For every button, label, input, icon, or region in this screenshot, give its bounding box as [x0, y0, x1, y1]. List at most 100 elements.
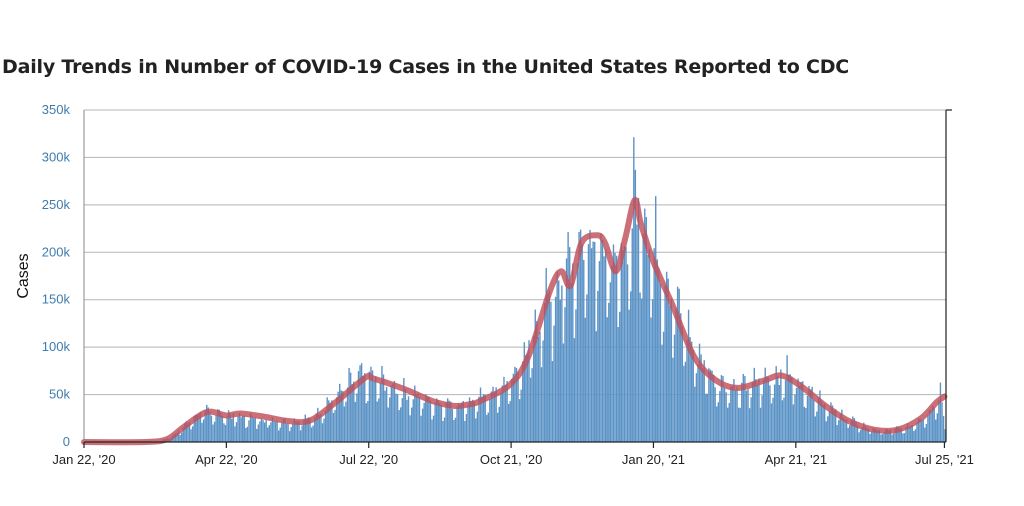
daily-cases-bar: [304, 414, 306, 442]
daily-cases-bar: [306, 418, 308, 442]
daily-cases-bar: [573, 338, 576, 442]
daily-cases-bar: [517, 371, 519, 442]
daily-cases-bar: [428, 396, 430, 442]
daily-cases-bar: [529, 377, 532, 442]
daily-cases-bar: [856, 425, 859, 442]
daily-cases-bar: [442, 420, 444, 442]
daily-cases-bar: [321, 423, 324, 442]
daily-cases-bar: [331, 400, 333, 442]
daily-cases-bar: [575, 309, 577, 442]
daily-cases-bar: [512, 373, 515, 442]
daily-cases-bar: [698, 343, 701, 442]
daily-cases-bar: [395, 393, 397, 442]
daily-cases-bar: [373, 381, 375, 442]
daily-cases-bar: [795, 387, 798, 442]
daily-cases-bar: [227, 410, 230, 442]
moving-average-line: [81, 197, 948, 446]
daily-cases-bar: [515, 367, 518, 442]
daily-cases-bar: [831, 405, 834, 442]
x-tick-label: Apr 22, '20: [195, 452, 257, 467]
daily-cases-bar: [931, 406, 934, 442]
daily-cases-bar: [329, 403, 332, 442]
daily-cases-bar: [711, 370, 713, 442]
daily-cases-bar: [180, 432, 183, 442]
daily-cases-bar: [866, 427, 868, 442]
daily-cases-bar: [187, 423, 189, 442]
daily-cases-bar: [420, 415, 422, 442]
daily-cases-bar: [238, 412, 241, 442]
daily-cases-bar: [620, 243, 623, 442]
daily-cases-bar: [895, 426, 898, 442]
daily-cases-bar: [218, 409, 220, 442]
daily-cases-bar: [792, 404, 795, 442]
daily-cases-bar: [248, 420, 250, 442]
daily-cases-bar: [720, 375, 723, 442]
axes: 0 50k 100k 150k 200k 250k 300k 350k Jan 22, '20 A…: [42, 102, 974, 467]
daily-cases-bar: [251, 415, 253, 442]
daily-cases-bar: [672, 357, 674, 442]
daily-cases-bar: [179, 434, 181, 442]
daily-cases-bar: [473, 401, 475, 442]
daily-cases-bar: [229, 413, 231, 442]
daily-cases-bar: [780, 369, 782, 442]
daily-cases-bar: [558, 280, 560, 442]
daily-cases-bar: [622, 250, 624, 442]
daily-cases-bar: [753, 367, 755, 442]
daily-cases-bar: [725, 392, 727, 442]
daily-cases-bar: [184, 423, 186, 442]
daily-cases-bar: [439, 403, 441, 442]
daily-cases-bar: [417, 393, 419, 442]
daily-cases-bar: [773, 384, 776, 442]
daily-cases-bar: [518, 399, 521, 442]
daily-cases-bar: [645, 217, 648, 442]
daily-cases-bar: [741, 382, 743, 442]
daily-cases-bar: [775, 366, 777, 442]
daily-cases-bar: [798, 385, 801, 442]
daily-cases-bar: [847, 427, 849, 442]
y-tick-label: 250k: [42, 197, 71, 212]
x-tick-label: Jan 20, '21: [622, 452, 685, 467]
daily-cases-bar: [210, 415, 213, 442]
daily-cases-bar: [686, 339, 688, 442]
daily-cases-bar: [684, 361, 687, 442]
daily-cases-bar: [507, 403, 510, 442]
daily-cases-bar: [429, 400, 432, 442]
daily-cases-bar: [603, 256, 605, 442]
daily-cases-bar: [752, 382, 754, 442]
daily-cases-bar: [221, 416, 224, 442]
daily-cases-bar: [271, 416, 274, 442]
daily-cases-bar: [332, 412, 335, 442]
daily-cases-bar: [237, 416, 239, 442]
daily-cases-bar: [290, 427, 292, 442]
daily-cases-bar: [545, 268, 547, 442]
daily-cases-bar: [511, 378, 513, 442]
daily-cases-bar: [745, 390, 748, 442]
daily-cases-bar: [916, 422, 918, 442]
daily-cases-bar: [750, 397, 752, 442]
daily-cases-bar: [570, 283, 572, 442]
daily-cases-bar: [196, 415, 199, 442]
daily-cases-bar: [292, 423, 294, 442]
daily-cases-bar: [908, 426, 910, 442]
daily-cases-bar: [680, 313, 682, 442]
daily-cases-bar: [492, 386, 494, 442]
daily-cases-bar: [174, 433, 177, 442]
daily-cases-bar: [536, 321, 538, 442]
daily-cases-bar: [465, 414, 468, 442]
daily-cases-bar: [410, 407, 413, 442]
daily-cases-bar: [695, 373, 698, 442]
daily-cases-bar: [642, 233, 644, 442]
daily-cases-bar: [938, 400, 940, 442]
daily-cases-bar: [435, 398, 438, 442]
daily-cases-bar: [346, 387, 349, 442]
x-tick-label: Jan 22, '20: [52, 452, 115, 467]
daily-cases-bar: [744, 375, 746, 442]
daily-cases-bar: [556, 271, 558, 442]
daily-cases-bar: [941, 402, 943, 442]
y-tick-label: 200k: [42, 244, 71, 259]
daily-cases-bar: [633, 137, 635, 443]
daily-cases-bar: [337, 391, 339, 442]
daily-cases-bar: [659, 283, 662, 442]
daily-cases-bar: [382, 374, 385, 442]
